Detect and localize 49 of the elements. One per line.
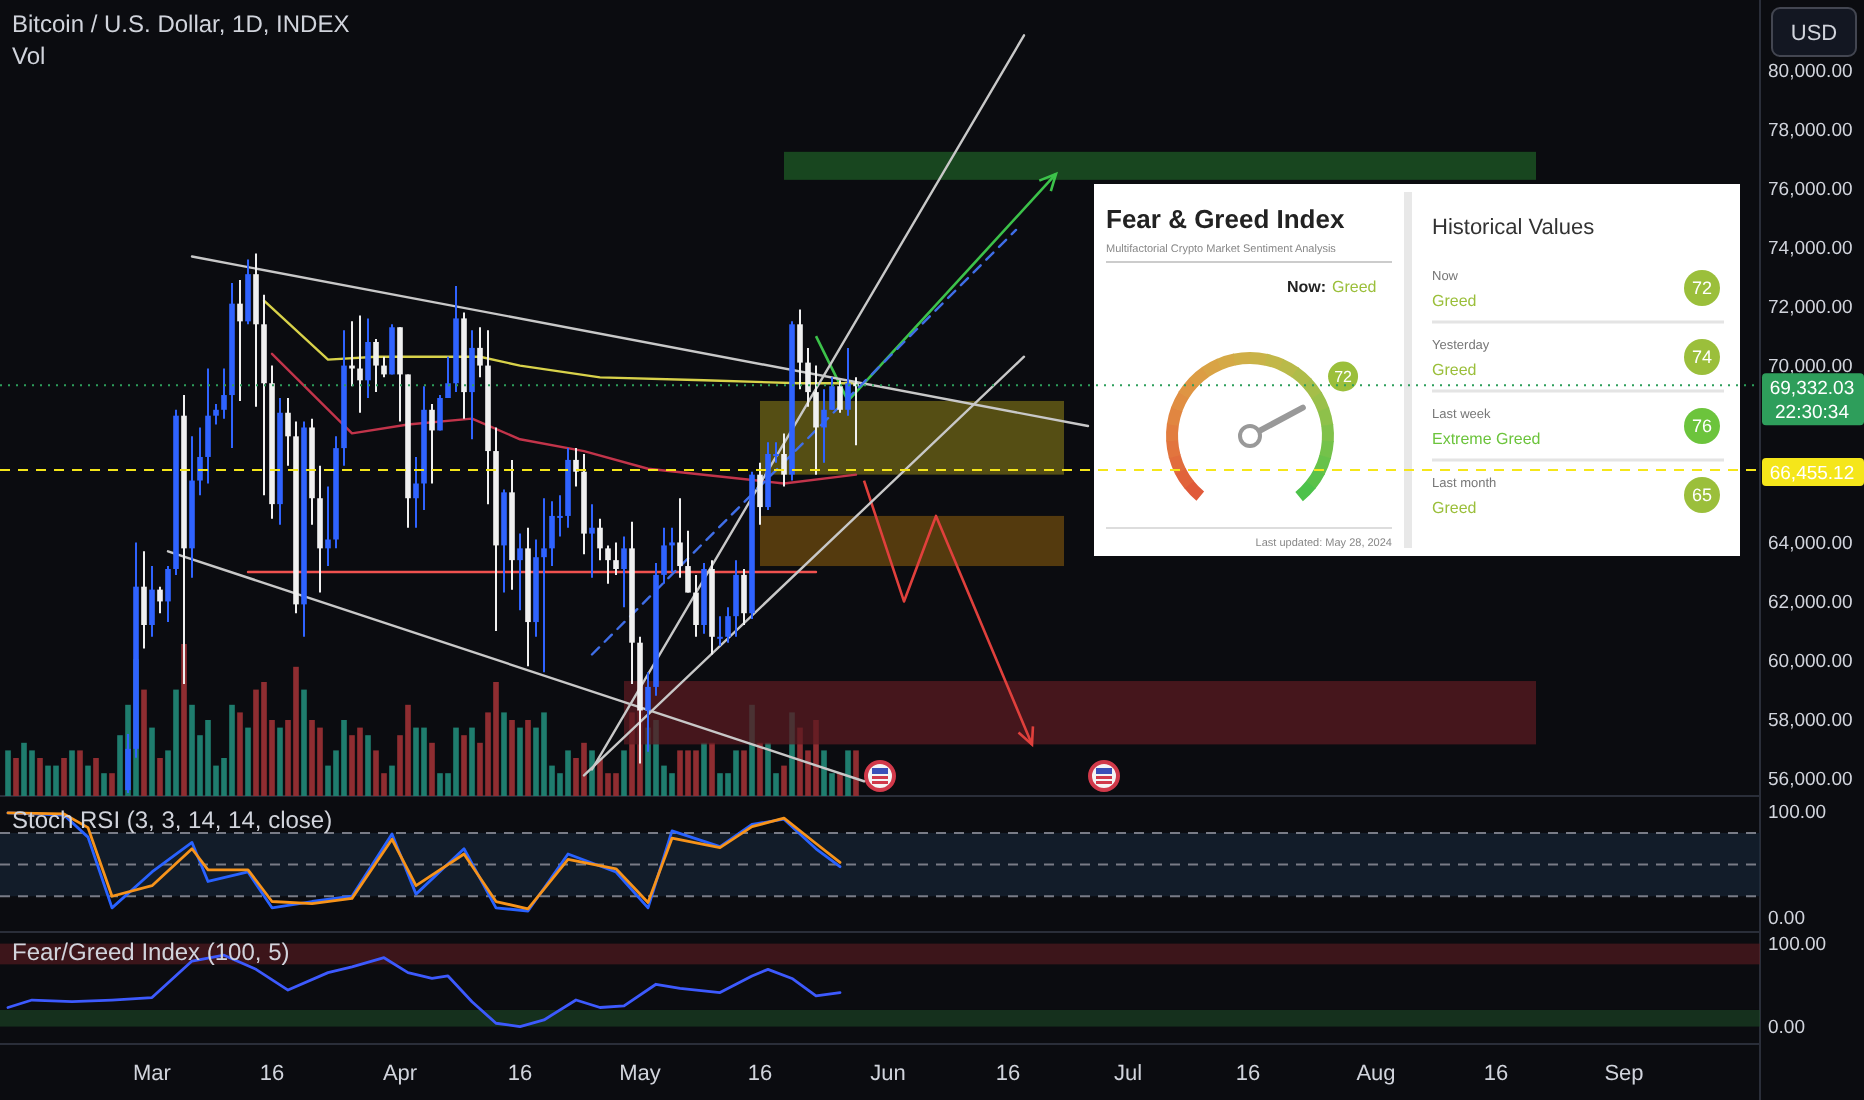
x-tick-label: Apr [382, 1062, 418, 1086]
y-tick-label: 70,000.00 [1768, 356, 1853, 379]
y-tick-label: 78,000.00 [1768, 120, 1853, 143]
y-tick-label: 80,000.00 [1768, 61, 1853, 84]
y-tick-label: 76,000.00 [1768, 179, 1853, 202]
annotation: Extreme Greed [1432, 430, 1541, 448]
text: Fear & Greed Index [1106, 204, 1346, 234]
y-tick-label: 58,000.00 [1768, 710, 1853, 732]
y-tick-label: 100.00 [1768, 934, 1827, 957]
chart-title: Vol [12, 42, 46, 70]
x-tick-label: 16 [259, 1062, 285, 1086]
y-axis-title: USD [1790, 21, 1838, 46]
x-tick-label: Jun [870, 1062, 906, 1086]
x-tick-label: May [619, 1062, 662, 1086]
annotation: Greed [1432, 292, 1477, 310]
annotation: Historical Values [1432, 216, 1596, 240]
y-tick-label: 0.00 [1768, 1017, 1805, 1040]
x-tick-label: Jul [1113, 1062, 1143, 1086]
annotation: Now: [1286, 278, 1326, 296]
y-tick-label: 0.00 [1768, 907, 1805, 930]
y-tick-label: 74,000.00 [1768, 238, 1853, 261]
y-tick-label: 62,000.00 [1768, 592, 1853, 615]
chart-title: Stoch RSI (3, 3, 14, 14, close) [12, 806, 333, 834]
text: 74 [1691, 347, 1713, 368]
ref-line-label: 69,332.03 [1769, 377, 1855, 400]
chart-title: Bitcoin / U.S. Dollar, 1D, INDEX [12, 10, 350, 38]
text: 72 [1691, 278, 1713, 299]
x-tick-label: 16 [507, 1062, 533, 1086]
y-tick-label: 64,000.00 [1768, 533, 1853, 556]
chart-title: Fear/Greed Index (100, 5) [12, 938, 290, 966]
text: 22:30:34 [1775, 401, 1849, 424]
y-tick-label: 72,000.00 [1768, 297, 1853, 320]
x-tick-label: 16 [747, 1062, 773, 1086]
text: 76 [1691, 416, 1713, 437]
x-tick-label: 16 [1235, 1062, 1261, 1086]
y-tick-label: 100.00 [1768, 802, 1827, 825]
x-tick-label: 16 [995, 1062, 1021, 1086]
x-tick-label: Sep [1604, 1062, 1644, 1086]
ref-line-label: 66,455.12 [1769, 462, 1855, 485]
text: 65 [1691, 485, 1713, 506]
x-tick-label: Aug [1356, 1062, 1396, 1086]
gauge-readout: 72 [1328, 361, 1359, 392]
y-tick-label: 56,000.00 [1768, 768, 1853, 791]
x-tick-label: Mar [133, 1062, 172, 1086]
annotation: Greed [1332, 278, 1377, 296]
y-tick-label: 60,000.00 [1768, 651, 1853, 674]
x-tick-label: 16 [1483, 1062, 1509, 1086]
annotation: Greed [1432, 361, 1477, 379]
annotation: Greed [1432, 499, 1477, 517]
